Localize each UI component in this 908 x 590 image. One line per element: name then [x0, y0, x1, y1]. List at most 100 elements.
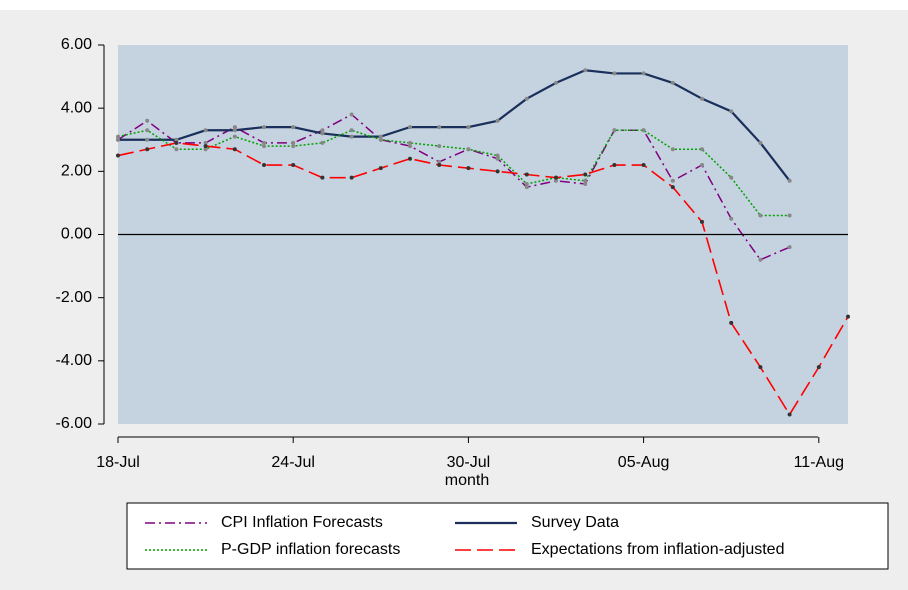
series-marker: [378, 134, 383, 139]
x-tick-label: 18-Jul: [96, 454, 140, 471]
series-marker: [583, 181, 588, 186]
series-marker: [524, 181, 529, 186]
series-marker: [524, 96, 529, 101]
legend-label: Survey Data: [531, 514, 619, 531]
series-marker: [232, 147, 237, 152]
series-marker: [378, 137, 383, 142]
legend-box: [126, 502, 889, 570]
series-marker: [583, 68, 588, 73]
y-tick-label: -2.00: [56, 289, 93, 306]
x-tick-label: 24-Jul: [271, 454, 315, 471]
series-marker: [349, 175, 354, 180]
series-marker: [145, 137, 150, 142]
series-marker: [203, 140, 208, 145]
series-marker: [349, 128, 354, 133]
series-marker: [729, 109, 734, 114]
x-tick-label: 11-Aug: [794, 454, 844, 471]
series-marker: [174, 140, 179, 145]
series-marker: [729, 216, 734, 221]
series-marker: [612, 163, 617, 168]
series-marker: [437, 159, 442, 164]
series-marker: [408, 144, 412, 149]
series-marker: [524, 185, 529, 190]
series-marker: [291, 140, 296, 145]
series-marker: [320, 128, 325, 133]
series-marker: [524, 172, 529, 177]
series-marker: [320, 131, 325, 136]
x-tick-label: 05-Aug: [618, 454, 670, 471]
series-marker: [758, 257, 763, 262]
series-marker: [554, 175, 558, 180]
series-marker: [408, 156, 412, 161]
series-marker: [145, 147, 150, 152]
series-marker: [758, 213, 763, 218]
series-marker: [612, 71, 617, 76]
series-marker: [408, 125, 412, 130]
x-axis-title: month: [445, 472, 489, 489]
series-marker: [320, 175, 325, 180]
x-tick-label: 30-Jul: [447, 454, 491, 471]
series-marker: [641, 71, 646, 76]
series-marker: [320, 140, 325, 145]
series-marker: [758, 365, 763, 370]
series-marker: [145, 128, 150, 133]
series-marker: [700, 219, 704, 224]
series-marker: [641, 128, 646, 133]
series-marker: [291, 125, 296, 130]
series-marker: [816, 365, 821, 370]
series-marker: [670, 147, 675, 152]
y-tick-label: 6.00: [61, 36, 92, 53]
series-marker: [554, 80, 558, 85]
series-marker: [291, 144, 296, 149]
series-marker: [232, 134, 237, 139]
series-marker: [466, 125, 471, 130]
legend-label: P-GDP inflation forecasts: [221, 541, 400, 558]
series-marker: [495, 156, 500, 161]
series-marker: [349, 134, 354, 139]
series-marker: [583, 178, 588, 183]
y-tick-label: -4.00: [56, 352, 93, 369]
series-marker: [554, 178, 558, 183]
series-marker: [203, 144, 208, 149]
series-line: [117, 129, 790, 217]
series-marker: [116, 137, 120, 142]
series-marker: [612, 128, 617, 133]
series-marker: [116, 153, 120, 158]
series-marker: [700, 96, 704, 101]
y-tick-label: -6.00: [56, 415, 93, 432]
series-marker: [291, 163, 296, 168]
series-marker: [262, 163, 266, 168]
series-marker: [145, 118, 150, 123]
series-marker: [466, 147, 471, 152]
series-marker: [729, 320, 734, 325]
series-marker: [495, 118, 500, 123]
series-line: [118, 69, 791, 182]
series-marker: [116, 134, 120, 139]
series-marker: [787, 178, 792, 183]
series-marker: [466, 166, 471, 171]
series-marker: [495, 153, 500, 158]
series-marker: [787, 412, 792, 417]
series-marker: [670, 178, 675, 183]
series-marker: [262, 144, 266, 149]
series-marker: [262, 140, 266, 145]
series-marker: [437, 163, 442, 168]
series-marker: [846, 314, 850, 319]
series-line: [117, 142, 849, 417]
series-marker: [203, 147, 208, 152]
series-marker: [408, 140, 412, 145]
series-marker: [437, 125, 442, 130]
series-marker: [232, 128, 237, 133]
series-marker: [262, 125, 266, 130]
series-marker: [583, 172, 588, 177]
series-marker: [437, 144, 442, 149]
series-marker: [729, 175, 734, 180]
series-marker: [670, 185, 675, 190]
series-marker: [378, 166, 383, 171]
series-marker: [641, 163, 646, 168]
y-tick-label: 4.00: [61, 99, 92, 116]
series-marker: [174, 147, 179, 152]
series-marker: [758, 140, 763, 145]
